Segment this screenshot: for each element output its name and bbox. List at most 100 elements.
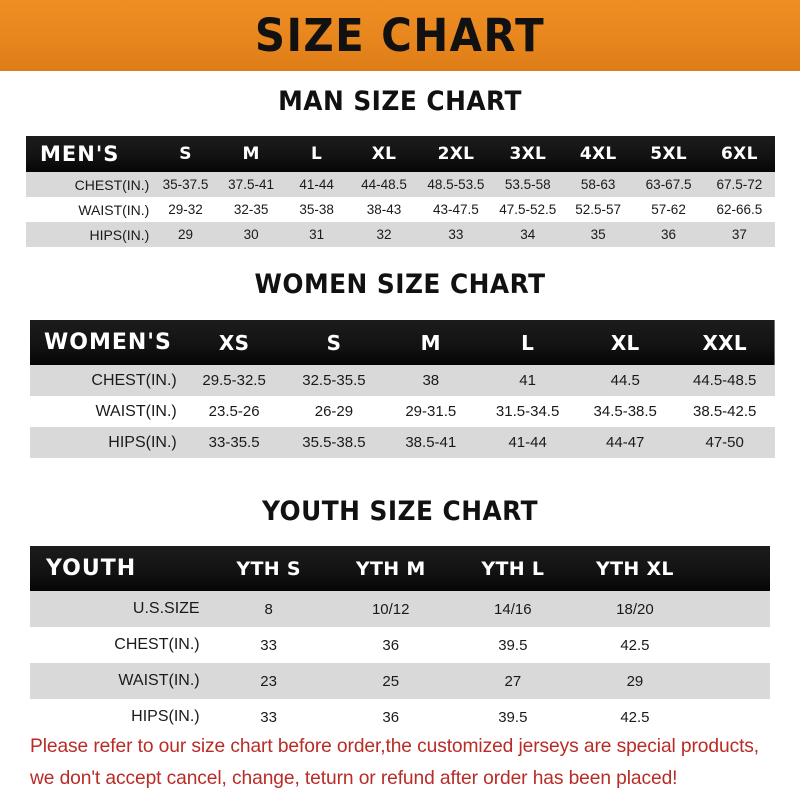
measurement-cell: 29 (178, 227, 194, 242)
measurement-cell: 58-63 (580, 177, 616, 192)
table-row: CHEST(IN.) 29.5-32.5 32.5-35.5 38 41 44.5 44.5… (30, 365, 775, 396)
column-header-s: S (326, 330, 342, 355)
measurement-cell: 33 (260, 636, 277, 654)
measurement-cell: 10/12 (371, 600, 410, 618)
measurement-cell: 38-43 (366, 202, 402, 217)
measurement-cell: 23.5-26 (208, 403, 260, 420)
order-notice: Please refer to our size chart before or… (30, 730, 782, 794)
column-header-6xl: 6XL (721, 144, 758, 164)
measurement-cell: 47-50 (705, 434, 744, 451)
men-corner-label: MEN'S (40, 142, 120, 166)
page-title: SIZE CHART (254, 9, 546, 62)
measurement-cell: 44-47 (606, 434, 645, 451)
measurement-cell: 8 (264, 600, 273, 618)
measurement-cell: 32.5-35.5 (302, 372, 366, 389)
column-header-2xl: 2XL (437, 144, 475, 164)
column-header-xs: XS (218, 330, 250, 355)
table-row: U.S.SIZE 8 10/12 14/16 18/20 (30, 591, 770, 627)
measurement-cell: 57-62 (651, 202, 686, 217)
column-header-yth-l: YTH L (481, 557, 545, 580)
measurement-cell: 35 (590, 227, 606, 242)
men-header-row: MEN'S S M L XL 2XL 3XL 4XL 5XL 6XL (26, 136, 775, 172)
table-row: HIPS(IN.) 33-35.5 35.5-38.5 38.5-41 41-44 44-… (30, 427, 775, 458)
measurement-cell: 14/16 (494, 600, 532, 618)
table-row: WAIST(IN.) 23 25 27 29 (30, 663, 770, 699)
measurement-cell: 36 (382, 636, 400, 654)
measurement-cell: 52.5-57 (575, 202, 622, 217)
table-row: CHEST(IN.) 35-37.5 37.5-41 41-44 44-48.5 48.5… (26, 172, 775, 197)
measurement-cell: 42.5 (620, 636, 650, 654)
measurement-cell: 38.5-42.5 (692, 403, 757, 420)
row-label: HIPS(IN.) (108, 433, 177, 451)
column-header-xl: XL (371, 144, 397, 164)
row-label: CHEST(IN.) (114, 636, 200, 653)
column-header-s: S (179, 144, 192, 164)
women-corner-label: WOMEN'S (44, 330, 172, 355)
youth-corner-label: YOUTH (46, 556, 137, 581)
measurement-cell: 42.5 (620, 708, 650, 726)
column-header-spacer (696, 546, 770, 591)
measurement-cell: 34.5-38.5 (593, 403, 657, 420)
measurement-cell-spacer (696, 591, 770, 627)
men-table: MEN'S S M L XL 2XL 3XL 4XL 5XL 6XL CHEST(IN.) 35-37… (26, 136, 775, 247)
row-label: HIPS(IN.) (131, 708, 200, 725)
women-header-row: WOMEN'S XS S M L XL XXL (30, 320, 775, 365)
column-header-yth-xl: YTH XL (596, 557, 674, 580)
measurement-cell: 39.5 (498, 636, 528, 654)
measurement-cell: 25 (382, 672, 400, 690)
row-label: U.S.SIZE (132, 600, 200, 617)
order-notice-line-2: we don't accept cancel, change, teturn o… (30, 767, 678, 789)
column-header-5xl: 5XL (650, 144, 687, 164)
measurement-cell: 18/20 (616, 600, 654, 618)
measurement-cell: 33 (448, 227, 464, 242)
column-header-3xl: 3XL (509, 144, 547, 164)
youth-table: YOUTH YTH S YTH M YTH L YTH XL U.S.SIZE 8 10/12… (30, 546, 770, 735)
column-header-m: M (242, 144, 260, 164)
women-size-table: WOMEN'S XS S M L XL XXL CHEST(IN.) 29.5-32.5 32.5… (30, 320, 775, 458)
youth-size-table: YOUTH YTH S YTH M YTH L YTH XL U.S.SIZE 8 10/12… (30, 546, 770, 735)
measurement-cell: 63-67.5 (645, 177, 692, 192)
measurement-cell: 36 (382, 708, 400, 726)
measurement-cell: 35.5-38.5 (302, 434, 366, 451)
measurement-cell-spacer (696, 627, 770, 663)
measurement-cell: 34 (520, 227, 536, 242)
measurement-cell: 37.5-41 (228, 177, 274, 192)
measurement-cell: 43-47.5 (433, 202, 479, 217)
measurement-cell: 38.5-41 (405, 434, 457, 451)
measurement-cell: 27 (504, 672, 522, 690)
measurement-cell: 31 (309, 227, 325, 242)
column-header-yth-s: YTH S (236, 557, 301, 580)
row-label: CHEST(IN.) (74, 176, 150, 193)
column-header-xxl: XXL (702, 330, 747, 355)
measurement-cell: 37 (731, 227, 747, 242)
column-header-4xl: 4XL (579, 144, 617, 164)
row-label: WAIST(IN.) (78, 201, 150, 218)
row-label: WAIST(IN.) (95, 402, 177, 420)
measurement-cell: 48.5-53.5 (427, 177, 485, 192)
women-table: WOMEN'S XS S M L XL XXL CHEST(IN.) 29.5-32.5 32.5… (30, 320, 775, 458)
measurement-cell: 29 (626, 672, 644, 690)
youth-table-body: YOUTH YTH S YTH M YTH L YTH XL U.S.SIZE 8 10/12… (30, 546, 770, 735)
men-table-body: MEN'S S M L XL 2XL 3XL 4XL 5XL 6XL CHEST(IN.) 35-37… (26, 136, 775, 247)
measurement-cell: 32 (376, 227, 392, 242)
column-header-yth-m: YTH M (355, 557, 426, 580)
youth-header-row: YOUTH YTH S YTH M YTH L YTH XL (30, 546, 770, 591)
measurement-cell: 30 (243, 227, 259, 242)
table-row: HIPS(IN.) 29 30 31 32 33 34 35 36 37 (26, 222, 775, 247)
order-notice-line-1: Please refer to our size chart before or… (30, 735, 760, 757)
column-header-xl: XL (610, 330, 640, 355)
measurement-cell: 44-48.5 (361, 177, 407, 192)
measurement-cell: 32-35 (233, 202, 269, 217)
measurement-cell: 31.5-34.5 (495, 403, 560, 420)
measurement-cell: 44.5-48.5 (692, 372, 757, 389)
table-row: WAIST(IN.) 29-32 32-35 35-38 38-43 43-47.5 47.… (26, 197, 775, 222)
measurement-cell-spacer (696, 663, 770, 699)
measurement-cell: 33-35.5 (208, 434, 260, 451)
table-row: CHEST(IN.) 33 36 39.5 42.5 (30, 627, 770, 663)
column-header-m: M (420, 330, 441, 355)
measurement-cell: 23 (260, 672, 277, 690)
measurement-cell: 39.5 (498, 708, 528, 726)
column-header-l: L (311, 144, 323, 164)
measurement-cell: 29-31.5 (405, 403, 457, 420)
